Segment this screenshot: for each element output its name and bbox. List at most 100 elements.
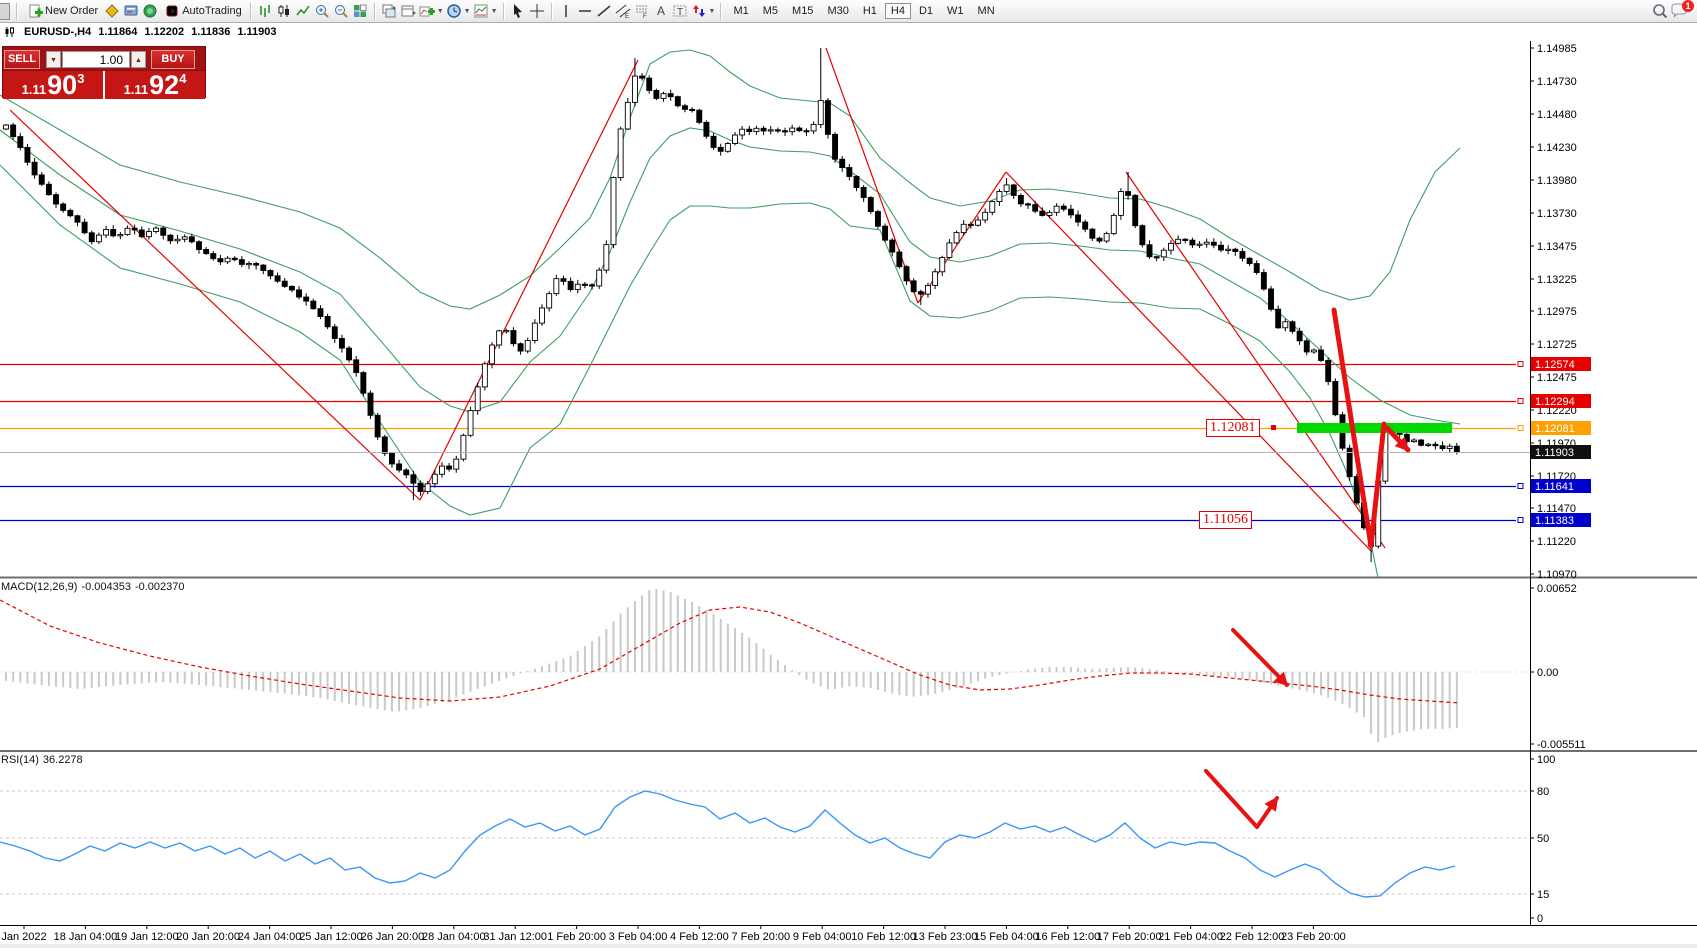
crosshair-icon[interactable] (528, 2, 547, 20)
support-zone-bar (1297, 423, 1452, 433)
timeframe-M30[interactable]: M30 (827, 5, 849, 17)
date-label: 20 Jan 20:00 (176, 931, 240, 943)
profiles-icon[interactable] (121, 2, 140, 20)
chevron-down-icon[interactable]: ▼ (463, 7, 471, 15)
rsi-label: RSI(14) 36.2278 (1, 754, 87, 766)
volume-increase-button[interactable]: ▲ (131, 51, 146, 68)
price-tick-1.10970: 1.10970 (1537, 569, 1577, 581)
line-chart-icon[interactable] (294, 2, 313, 20)
price-tick-1.13225: 1.13225 (1537, 274, 1577, 286)
rsi-tick-15: 15 (1537, 889, 1549, 901)
buy-price[interactable]: 1.11 92 4 (105, 71, 205, 99)
tile-windows-icon[interactable] (351, 2, 370, 20)
price-level-lines (0, 361, 1529, 523)
macd-tick-0.00: 0.00 (1537, 667, 1558, 679)
arrows-icon[interactable] (690, 2, 709, 20)
price-badge-1.11383 (1531, 513, 1591, 527)
macd-arrow-annotation (1231, 628, 1289, 687)
zoom-out-icon[interactable] (332, 2, 351, 20)
equidistant-channel-icon[interactable]: E (614, 2, 633, 20)
buy-button[interactable]: BUY (151, 50, 195, 69)
timeframe-D1[interactable]: D1 (918, 5, 934, 17)
timeframe-W1[interactable]: W1 (947, 5, 964, 17)
buy-price-pips: 92 (149, 70, 180, 100)
price-tick-1.12975: 1.12975 (1537, 306, 1577, 318)
date-label: 15 Feb 04:00 (974, 931, 1039, 943)
price-badge-1.11903 (1531, 445, 1591, 459)
vertical-line-icon[interactable] (557, 2, 576, 20)
date-label: 10 Feb 12:00 (851, 931, 916, 943)
autotrading-button[interactable]: AutoTrading (159, 1, 246, 21)
data-window-icon[interactable] (140, 2, 159, 20)
bollinger-bands (0, 49, 1461, 579)
rsi-tick-0: 0 (1537, 913, 1543, 925)
timeframe-H4[interactable]: H4 (884, 3, 911, 19)
price-tick-1.11470: 1.11470 (1537, 503, 1576, 515)
bar-chart-icon[interactable] (256, 2, 275, 20)
rsi-tick-100: 100 (1537, 754, 1555, 766)
volume-decrease-button[interactable]: ▼ (46, 51, 61, 68)
date-label: 25 Jan 12:00 (299, 931, 363, 943)
periods-icon[interactable] (445, 2, 464, 20)
date-label: 28 Jan 04:00 (422, 931, 486, 943)
add-indicator-icon[interactable] (418, 2, 437, 20)
buy-price-point: 4 (179, 71, 187, 86)
date-label: 23 Feb 20:00 (1281, 931, 1346, 943)
chevron-down-icon[interactable]: ▼ (436, 7, 444, 15)
text-icon[interactable]: A (652, 2, 671, 20)
sell-button[interactable]: SELL (4, 50, 40, 69)
zoom-in-icon[interactable] (313, 2, 332, 20)
rsi-pane (0, 790, 1456, 898)
crash-v-annotation (1331, 307, 1387, 549)
price-badge-text: 1.12574 (1535, 359, 1575, 371)
text-label-icon[interactable]: T (671, 2, 690, 20)
fibonacci-icon[interactable]: F (633, 2, 652, 20)
timeframe-M1[interactable]: M1 (733, 5, 749, 17)
date-label: 19 Jan 12:00 (115, 931, 179, 943)
chevron-down-icon[interactable]: ▼ (490, 7, 498, 15)
timeframe-M15[interactable]: M15 (792, 5, 814, 17)
bollinger-upper (0, 49, 1461, 310)
sell-price[interactable]: 1.11 90 3 (3, 71, 103, 99)
new-order-button[interactable]: New Order (22, 1, 102, 21)
price-badge-text: 1.11641 (1535, 481, 1574, 493)
sell-price-prefix: 1.11 (21, 82, 47, 97)
price-badge-1.12294 (1531, 394, 1591, 408)
date-label: 21 Feb 04:00 (1158, 931, 1223, 943)
date-label: 22 Feb 12:00 (1220, 931, 1285, 943)
expert-advisors-icon[interactable] (102, 2, 121, 20)
toolbar-separator (249, 2, 252, 20)
macd-value-1: -0.004353 (81, 581, 131, 593)
chevron-down-icon[interactable]: ▼ (708, 7, 716, 15)
crash-low-label[interactable]: 1.11056 (1199, 511, 1252, 529)
svg-text:T: T (677, 7, 683, 18)
autotrading-icon (163, 2, 182, 20)
price-tick-1.12725: 1.12725 (1537, 339, 1577, 351)
trendlines (9, 47, 1386, 553)
cursor-icon[interactable] (509, 2, 528, 20)
date-label: 24 Jan 04:00 (238, 931, 302, 943)
symbol-low: 1.11836 (191, 25, 231, 38)
candlestick-chart-icon[interactable] (275, 2, 294, 20)
horizontal-line-icon[interactable] (576, 2, 595, 20)
support-level-label[interactable]: 1.12081 (1206, 419, 1260, 437)
search-icon[interactable] (1650, 2, 1669, 20)
arrange-windows-icon[interactable] (399, 2, 418, 20)
rsi-value: 36.2278 (42, 754, 83, 766)
symbol-high: 1.12202 (144, 25, 185, 38)
timeframe-H1[interactable]: H1 (862, 5, 877, 17)
rsi-tick-50: 50 (1537, 833, 1549, 845)
trendline-icon[interactable] (595, 2, 614, 20)
indicator-level-lines (0, 671, 1530, 895)
price-axis: 1.14985 1.14730 1.14480 1.14230 1.13980 1.137… (1530, 43, 1591, 925)
timeframe-M5[interactable]: M5 (762, 5, 779, 17)
cascade-windows-icon[interactable] (380, 2, 399, 20)
macd-signal-line (0, 599, 1461, 704)
templates-icon[interactable] (472, 2, 491, 20)
chat-icon[interactable]: 1 (1669, 0, 1694, 21)
timeframe-MN[interactable]: MN (977, 5, 995, 17)
volume-input[interactable]: 1.00 (62, 51, 130, 68)
rsi-arrow-annotation (1255, 796, 1279, 829)
autotrading-label: AutoTrading (182, 5, 242, 17)
